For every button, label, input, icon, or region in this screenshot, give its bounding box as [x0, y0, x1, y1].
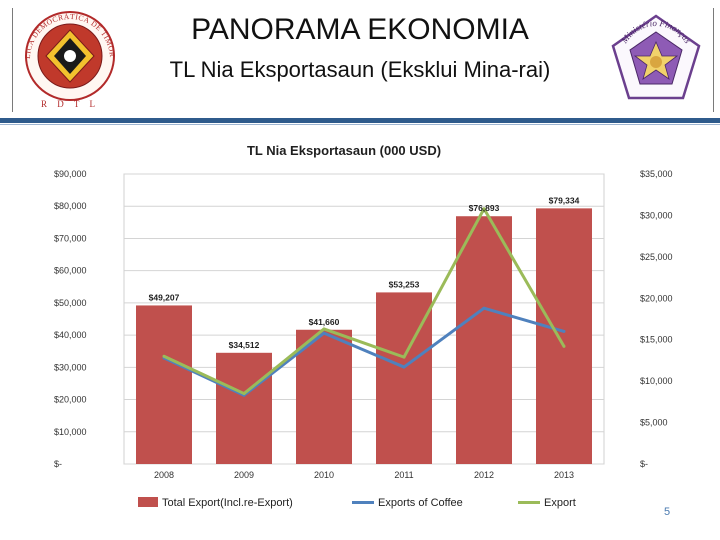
- line-point: [562, 329, 566, 333]
- bar-data-label: $41,660: [309, 317, 340, 327]
- line-point: [162, 354, 166, 358]
- legend-label: Export: [544, 497, 576, 509]
- right-axis-tick-label: $-: [640, 459, 648, 469]
- x-axis-tick-label: 2010: [314, 470, 334, 480]
- page-number: 5: [664, 506, 671, 518]
- right-axis-tick-label: $15,000: [640, 335, 673, 345]
- header-rule-thin: [0, 124, 720, 125]
- legend-swatch: [138, 497, 158, 507]
- legend-swatch: [518, 501, 540, 504]
- bar-data-label: $34,512: [229, 340, 260, 350]
- legend-label: Exports of Coffee: [378, 497, 463, 509]
- bar-data-label: $49,207: [149, 292, 180, 302]
- line-point: [322, 327, 326, 331]
- left-axis-tick-label: $60,000: [54, 266, 87, 276]
- bar-2012: [456, 216, 512, 464]
- x-axis-tick-label: 2011: [394, 470, 413, 480]
- national-emblem-icon: REPÚBLICA DEMOCRÁTICA DE TIMOR-LESTE R D…: [10, 6, 117, 109]
- bar-data-label: $79,334: [549, 195, 580, 205]
- right-axis-tick-label: $35,000: [640, 169, 673, 179]
- line-point: [402, 365, 406, 369]
- chart-title: TL Nia Eksportasaun (000 USD): [247, 143, 441, 158]
- right-axis-tick-label: $25,000: [640, 252, 673, 262]
- left-axis-tick-label: $-: [54, 459, 62, 469]
- line-point: [242, 392, 246, 396]
- bar-2009: [216, 352, 272, 464]
- header-rule: [0, 118, 720, 123]
- line-point: [322, 331, 326, 335]
- right-axis-tick-label: $5,000: [640, 418, 668, 428]
- line-point: [562, 344, 566, 348]
- bar-2013: [536, 208, 592, 464]
- bar-data-label: $53,253: [389, 279, 420, 289]
- line-point: [482, 306, 486, 310]
- right-axis-tick-label: $20,000: [640, 293, 673, 303]
- x-axis-tick-label: 2008: [154, 470, 174, 480]
- left-axis-tick-label: $40,000: [54, 330, 87, 340]
- emblem-bottom-text: R D T L: [41, 99, 99, 109]
- legend-swatch: [352, 501, 374, 504]
- line-export: [163, 207, 566, 396]
- line-exports-of-coffee: [163, 306, 565, 397]
- bar-2008: [136, 305, 192, 464]
- left-axis-tick-label: $90,000: [54, 169, 87, 179]
- legend-label: Total Export(Incl.re-Export): [162, 497, 293, 509]
- header-right-divider: [713, 8, 714, 112]
- line-point: [482, 207, 486, 211]
- right-axis-tick-label: $10,000: [640, 376, 673, 386]
- slide-subtitle: TL Nia Eksportasaun (Eksklui Mina-rai): [169, 57, 551, 82]
- left-axis-tick-label: $70,000: [54, 233, 87, 243]
- export-chart: TL Nia Eksportasaun (000 USD) $49,207 $34…: [54, 143, 673, 509]
- header-left-divider: [12, 8, 13, 112]
- x-axis-tick-label: 2009: [234, 470, 254, 480]
- x-axis-tick-label: 2012: [474, 470, 494, 480]
- left-axis-tick-label: $30,000: [54, 362, 87, 372]
- right-axis-tick-label: $30,000: [640, 210, 673, 220]
- bar-2010: [296, 329, 352, 464]
- slide-title: PANORAMA EKONOMIA: [191, 13, 529, 46]
- left-axis-tick-label: $80,000: [54, 201, 87, 211]
- ministry-of-finance-seal-icon: Ministério Finanças: [611, 14, 701, 100]
- left-axis-tick-label: $20,000: [54, 395, 87, 405]
- left-axis-tick-label: $50,000: [54, 298, 87, 308]
- left-axis-tick-label: $10,000: [54, 427, 87, 437]
- bar-data-label: $76,893: [469, 203, 500, 213]
- x-axis-tick-label: 2013: [554, 470, 574, 480]
- line-point: [402, 355, 406, 359]
- plot-area: [123, 173, 605, 465]
